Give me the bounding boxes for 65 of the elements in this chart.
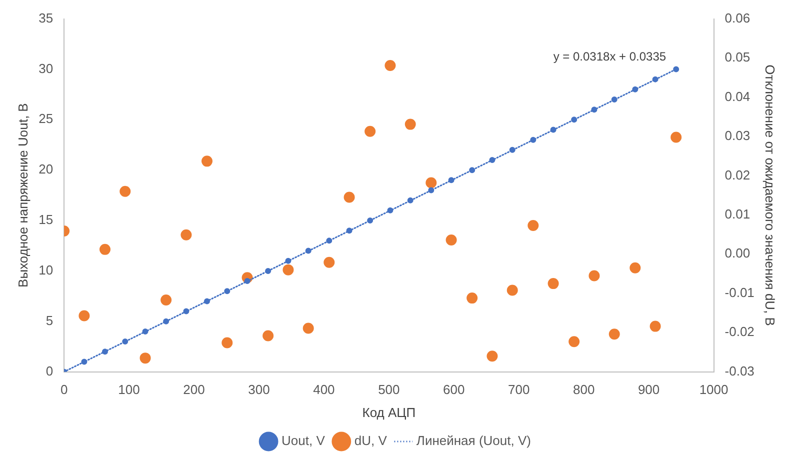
y-tick-label: 20	[38, 162, 54, 177]
y-tick-label: 0	[46, 363, 54, 378]
point	[404, 118, 416, 130]
point	[160, 294, 172, 306]
y-tick-label: 35	[38, 10, 54, 26]
point	[262, 330, 274, 342]
point	[670, 132, 682, 143]
x-tick-label: 300	[248, 382, 270, 398]
y-tick-label: 15	[38, 212, 54, 228]
x-tick-label: 1000	[699, 382, 728, 398]
y2-tick-label: 0.02	[724, 167, 750, 182]
x-tick-label: 600	[443, 382, 465, 398]
x-tick-label: 0	[60, 382, 68, 398]
x-tick-label: 400	[313, 382, 335, 398]
point	[446, 234, 457, 246]
x-axis-title: Код АЦП	[362, 404, 416, 420]
y2-tick-label: 0.06	[724, 10, 750, 26]
point	[650, 320, 661, 332]
legend-label: Линейная (Uout, V)	[416, 433, 531, 448]
point	[140, 352, 151, 364]
y2-tick-label: 0.05	[724, 50, 750, 65]
y2-tick-label: 0.01	[724, 206, 750, 222]
x-tick-label: 100	[118, 382, 140, 398]
y2-tick-label: -0.01	[724, 284, 754, 300]
point	[384, 60, 396, 71]
point	[506, 284, 518, 296]
x-tick-label: 900	[638, 382, 660, 398]
point	[201, 156, 212, 167]
point	[222, 337, 233, 348]
point	[486, 350, 498, 362]
legend-label: dU, V	[354, 433, 388, 448]
y-axis-title: Выходное напряжение Uout, В	[15, 103, 30, 288]
y2-axis-title: Отклонение от ожидаемого значения dU, В	[762, 64, 778, 326]
point	[568, 336, 580, 348]
point	[364, 126, 376, 137]
x-tick-label: 500	[378, 382, 400, 398]
y-tick-label: 10	[38, 262, 54, 278]
annotation: y = 0.0318x + 0.0335	[553, 50, 666, 64]
point	[588, 270, 600, 282]
point	[99, 244, 110, 255]
point	[120, 186, 131, 197]
y-tick-label: 25	[38, 111, 54, 126]
y2-tick-label: 0.00	[724, 246, 750, 261]
point	[630, 262, 641, 274]
point	[344, 192, 355, 203]
point	[180, 229, 192, 240]
point	[426, 177, 437, 188]
x-tick-label: 200	[183, 382, 205, 398]
point	[324, 256, 335, 268]
y2-tick-label: 0.04	[724, 88, 750, 104]
point	[608, 328, 620, 340]
y2-tick-label: -0.02	[724, 324, 754, 340]
point	[466, 292, 478, 304]
x-tick-label: 800	[572, 382, 595, 398]
point	[548, 278, 559, 290]
y2-tick-label: -0.03	[724, 363, 754, 378]
point	[302, 322, 314, 334]
legend-label: Uout, V	[282, 433, 326, 448]
point	[78, 310, 90, 322]
y2-tick-label: 0.03	[724, 128, 750, 144]
point	[528, 220, 539, 231]
x-tick-label: 700	[508, 382, 530, 398]
point	[282, 264, 294, 276]
y-tick-label: 5	[46, 312, 54, 328]
y-tick-label: 30	[38, 60, 54, 76]
